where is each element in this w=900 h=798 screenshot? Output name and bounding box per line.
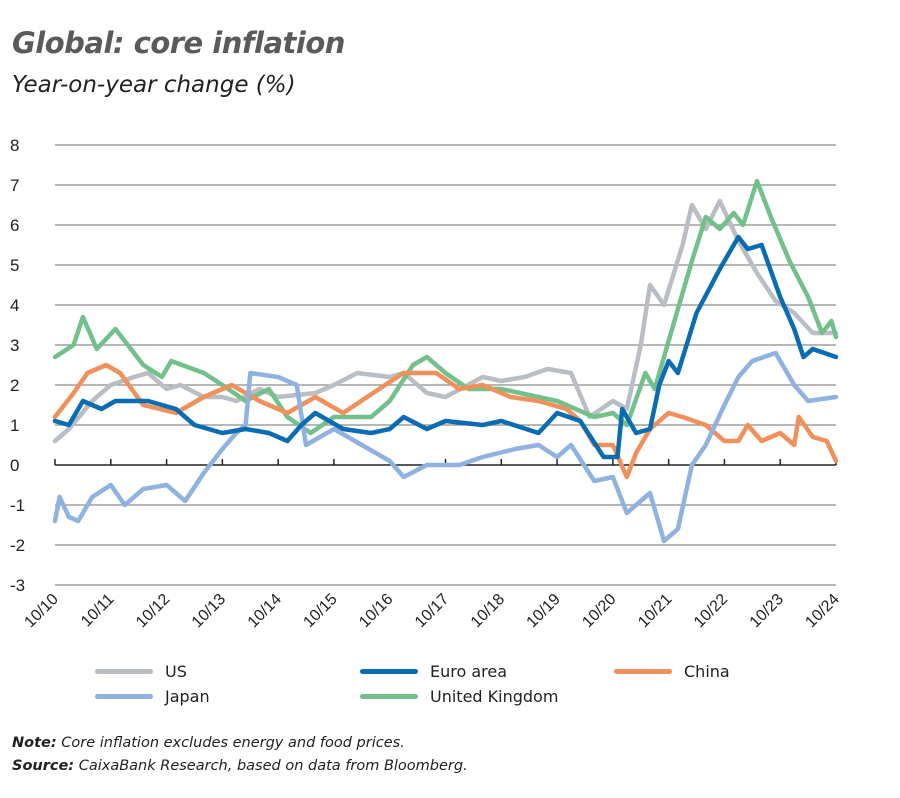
legend-label-us: US	[165, 662, 187, 681]
y-tick-label: -2	[10, 536, 25, 555]
source: Source: CaixaBank Research, based on dat…	[12, 755, 468, 778]
legend-label-china: China	[684, 662, 730, 681]
y-tick-label: 3	[10, 336, 19, 355]
footnotes: Note: Core inflation excludes energy and…	[12, 732, 468, 778]
legend-label-euro-area: Euro area	[430, 662, 508, 681]
legend-swatch-japan	[95, 694, 153, 699]
legend-item-united-kingdom: United Kingdom	[360, 687, 558, 706]
x-tick-label: 10/16	[356, 591, 396, 631]
chart-title: Global: core inflation	[12, 26, 345, 60]
chart-subtitle: Year-on-year change (%)	[12, 72, 296, 98]
y-tick-label: 4	[10, 296, 19, 315]
x-tick-label: 10/14	[245, 591, 285, 631]
x-tick-label: 10/15	[300, 591, 340, 631]
legend-swatch-us	[95, 669, 153, 674]
y-tick-label: 2	[10, 376, 19, 395]
legend-item-us: US	[95, 662, 187, 681]
y-tick-label: 7	[10, 176, 19, 195]
line-chart: 8 7 6 5 4 3 2 1 0 -1 -2 -310/10 10/11 10/12 10/13 10/14…	[10, 136, 843, 631]
x-tick-label: 10/18	[468, 591, 508, 631]
x-tick-label: 10/19	[524, 591, 564, 631]
legend-swatch-united-kingdom	[360, 694, 418, 699]
x-tick-label: 10/22	[691, 591, 731, 631]
series-line-united-kingdom	[52, 178, 839, 436]
legend-swatch-euro-area	[360, 669, 418, 674]
legend-swatch-china	[614, 669, 672, 674]
series-line-japan	[52, 350, 839, 544]
source-label: Source:	[12, 758, 75, 774]
x-tick-label: 10/10	[21, 591, 61, 631]
y-tick-label: 5	[10, 256, 19, 275]
note: Note: Core inflation excludes energy and…	[12, 732, 468, 755]
series-line-china	[52, 362, 839, 480]
x-tick-label: 10/11	[78, 591, 118, 631]
x-tick-label: 10/12	[133, 591, 173, 631]
note-text: Core inflation excludes energy and food …	[61, 735, 405, 751]
series-line-euro-area	[52, 234, 839, 460]
legend-label-japan: Japan	[165, 687, 210, 706]
legend-item-euro-area: Euro area	[360, 662, 507, 681]
x-tick-label: 10/13	[189, 591, 229, 631]
legend-item-japan: Japan	[95, 687, 210, 706]
legend-label-united-kingdom: United Kingdom	[430, 687, 559, 706]
y-tick-label: 8	[10, 136, 19, 155]
x-tick-label: 10/21	[635, 591, 675, 631]
x-tick-label: 10/24	[802, 591, 842, 631]
note-label: Note:	[12, 735, 57, 751]
x-tick-label: 10/23	[747, 591, 787, 631]
y-tick-label: 1	[10, 416, 19, 435]
source-text: CaixaBank Research, based on data from B…	[78, 758, 468, 774]
y-tick-label: -3	[10, 576, 25, 595]
legend-item-china: China	[614, 662, 730, 681]
x-tick-label: 10/20	[579, 591, 619, 631]
y-tick-label: -1	[10, 496, 25, 515]
series-line-us	[52, 198, 839, 444]
y-tick-label: 0	[10, 456, 19, 475]
x-tick-label: 10/17	[412, 591, 452, 631]
y-tick-label: 6	[10, 216, 19, 235]
